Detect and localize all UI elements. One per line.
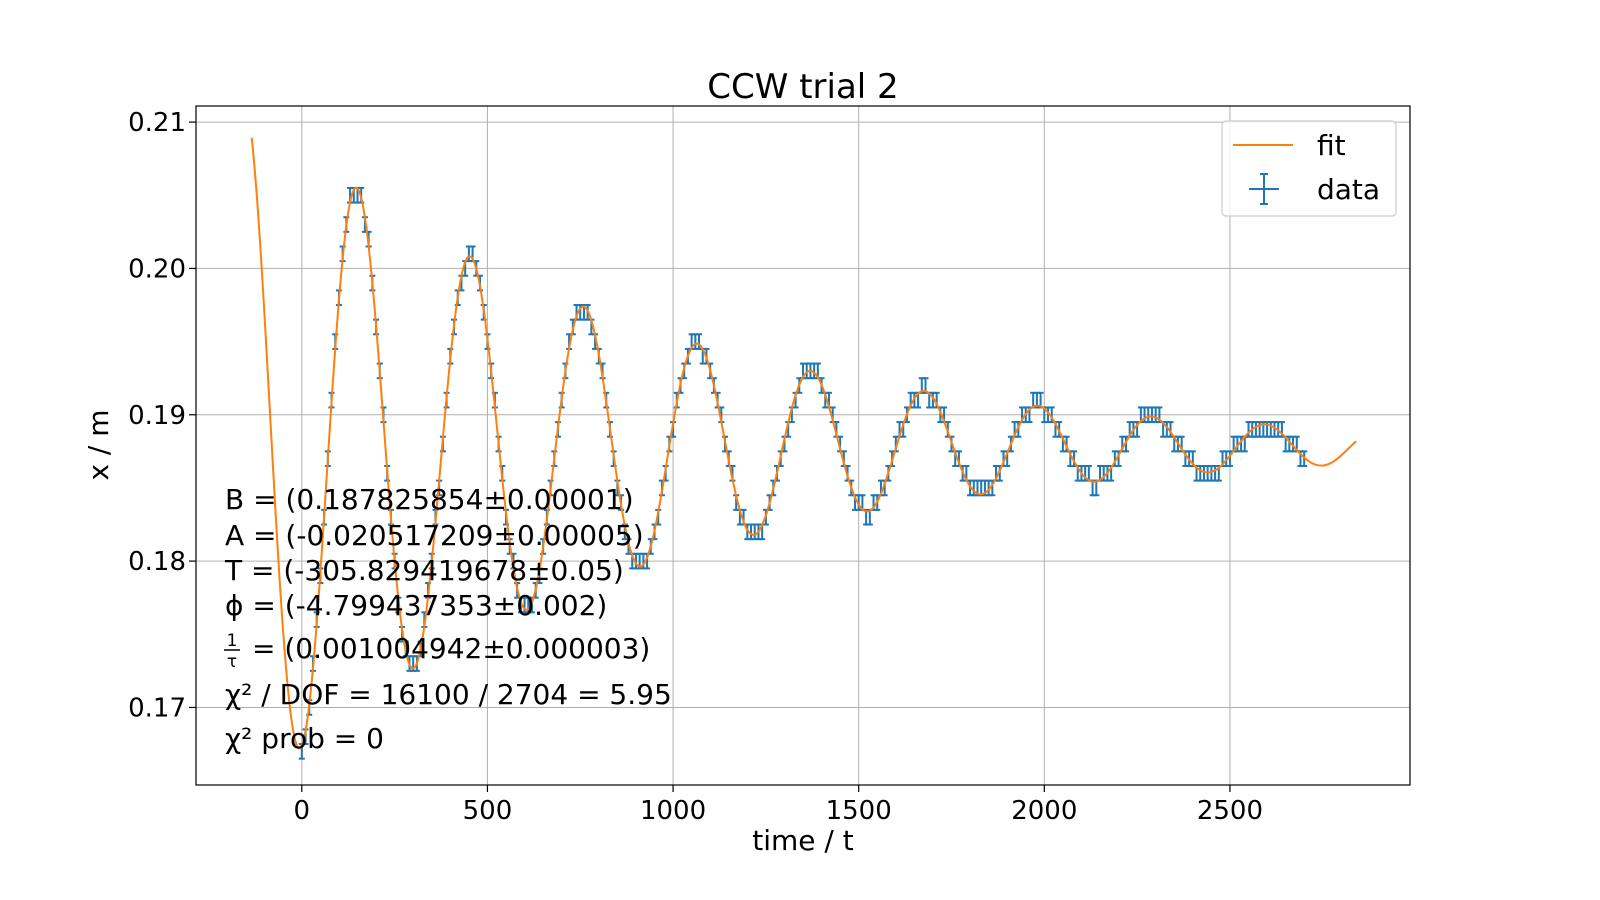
fraction-denominator: τ (227, 652, 237, 672)
axis-ticks: 0 500 1000 1500 2000 2500 0.17 0.18 0.19 0.20 0.21 (128, 108, 1263, 826)
y-axis-label: x / m (82, 409, 115, 480)
legend: fit data (1221, 120, 1397, 217)
y-tick-label: 0.17 (128, 693, 186, 723)
y-tick-label: 0.20 (128, 254, 186, 284)
annotation-T: T = (-305.829419678±0.05) (224, 554, 624, 587)
fraction-numerator: 1 (227, 631, 238, 651)
x-axis-label: time / t (752, 824, 853, 857)
x-tick-label: 0 (294, 796, 311, 826)
annotation-chi2-dof: χ² / DOF = 16100 / 2704 = 5.95 (225, 678, 672, 711)
x-tick-label: 500 (463, 796, 513, 826)
x-tick-label: 2500 (1197, 796, 1263, 826)
annotation-phi: ϕ = (-4.799437353±0.002) (225, 589, 607, 622)
legend-fit-label: fit (1317, 129, 1346, 162)
grid (196, 106, 1410, 785)
annotation-chi2-prob: χ² prob = 0 (225, 722, 384, 755)
fit-parameters-annotation: B = (0.187825854±0.00001) A = (-0.020517… (224, 483, 672, 755)
x-tick-label: 2000 (1011, 796, 1077, 826)
legend-data-label: data (1317, 173, 1380, 206)
annotation-B: B = (0.187825854±0.00001) (225, 483, 634, 516)
y-tick-label: 0.21 (128, 108, 186, 138)
chart-title: CCW trial 2 (707, 67, 898, 107)
fit-curve (250, 137, 1357, 750)
x-tick-label: 1500 (826, 796, 892, 826)
annotation-A: A = (-0.020517209±0.00005) (225, 519, 644, 552)
y-tick-label: 0.18 (128, 547, 186, 577)
legend-data-swatch (1249, 173, 1279, 205)
y-tick-label: 0.19 (128, 401, 186, 431)
data-point-errorbar (1037, 391, 1044, 409)
annotation-inv-tau-fraction: 1 τ (224, 631, 240, 672)
x-tick-label: 1000 (640, 796, 706, 826)
annotation-inv-tau: = (0.001004942±0.000003) (252, 632, 650, 665)
data-point-errorbar (1085, 464, 1092, 482)
fit-series (250, 137, 1357, 750)
plot-frame (195, 105, 1411, 786)
